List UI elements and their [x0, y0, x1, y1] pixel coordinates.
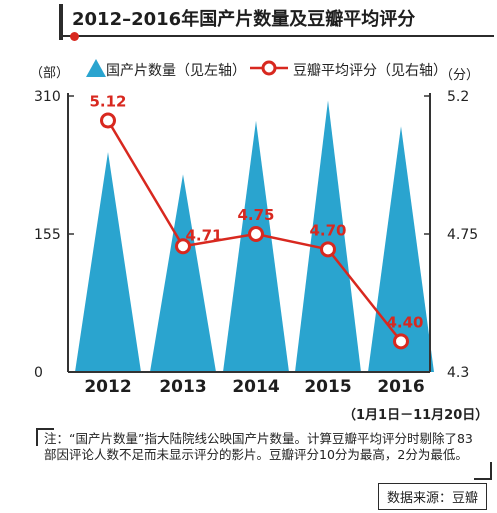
x-tick-label-2012: 2012	[84, 377, 131, 397]
data-source: 数据来源：豆瓣	[377, 483, 487, 510]
legend-bar-label: 国产片数量（见左轴）	[106, 63, 246, 79]
rating-point-2013	[175, 238, 191, 255]
x-tick-label-2014: 2014	[232, 377, 279, 397]
right-axis-unit: （分）	[440, 68, 480, 83]
rating-point-2012	[100, 112, 116, 129]
right-tick-label: 4.75	[447, 227, 478, 243]
title-red-dot	[70, 32, 79, 41]
left-axis-unit: （部）	[30, 66, 70, 81]
left-tick-label: 155	[34, 227, 61, 243]
rating-label-2015: 4.70	[309, 221, 346, 239]
right-tick-label: 5.2	[447, 89, 469, 105]
title-bar: 2012–2016年国产片数量及豆瓣平均评分	[0, 0, 497, 50]
bar-2012	[75, 152, 141, 372]
x-tick-label-2016: 2016	[377, 377, 424, 397]
bar-2015	[295, 100, 361, 373]
rating-point-2015	[320, 241, 336, 258]
chart-note: 注：“国产片数量”指大陆院线公映国产片数量。计算豆瓣平均评分时剔除了83部因评论…	[44, 431, 473, 462]
rating-label-2013: 4.71	[185, 226, 222, 244]
rating-point-2014	[248, 226, 264, 242]
date-range-note: （1月1日－11月20日）	[343, 408, 489, 423]
note-box	[36, 428, 492, 480]
chart-canvas: 0 155 310 4.3 4.75 5.2 2012 2013 2014 2015 2016 5.1…	[34, 59, 478, 397]
legend-line-label: 豆瓣平均评分（见右轴）	[293, 63, 447, 79]
bar-2013	[150, 174, 216, 372]
left-tick-label: 310	[34, 89, 61, 105]
title-accent-bar	[59, 4, 63, 40]
rating-label-2014: 4.75	[237, 206, 274, 224]
legend-bar-icon	[86, 59, 106, 77]
left-tick-label: 0	[34, 365, 43, 381]
x-tick-label-2015: 2015	[304, 377, 351, 397]
x-tick-label-2013: 2013	[159, 377, 206, 397]
rating-label-2016: 4.40	[386, 313, 423, 331]
right-tick-label: 4.3	[447, 365, 469, 381]
chart-title: 2012–2016年国产片数量及豆瓣平均评分	[72, 9, 416, 30]
rating-point-2016	[393, 333, 409, 350]
bar-2014	[223, 120, 289, 372]
bar-2016	[368, 126, 434, 372]
legend-line-marker-icon	[261, 60, 277, 76]
rating-label-2012: 5.12	[89, 93, 126, 111]
title-underline	[62, 35, 494, 37]
